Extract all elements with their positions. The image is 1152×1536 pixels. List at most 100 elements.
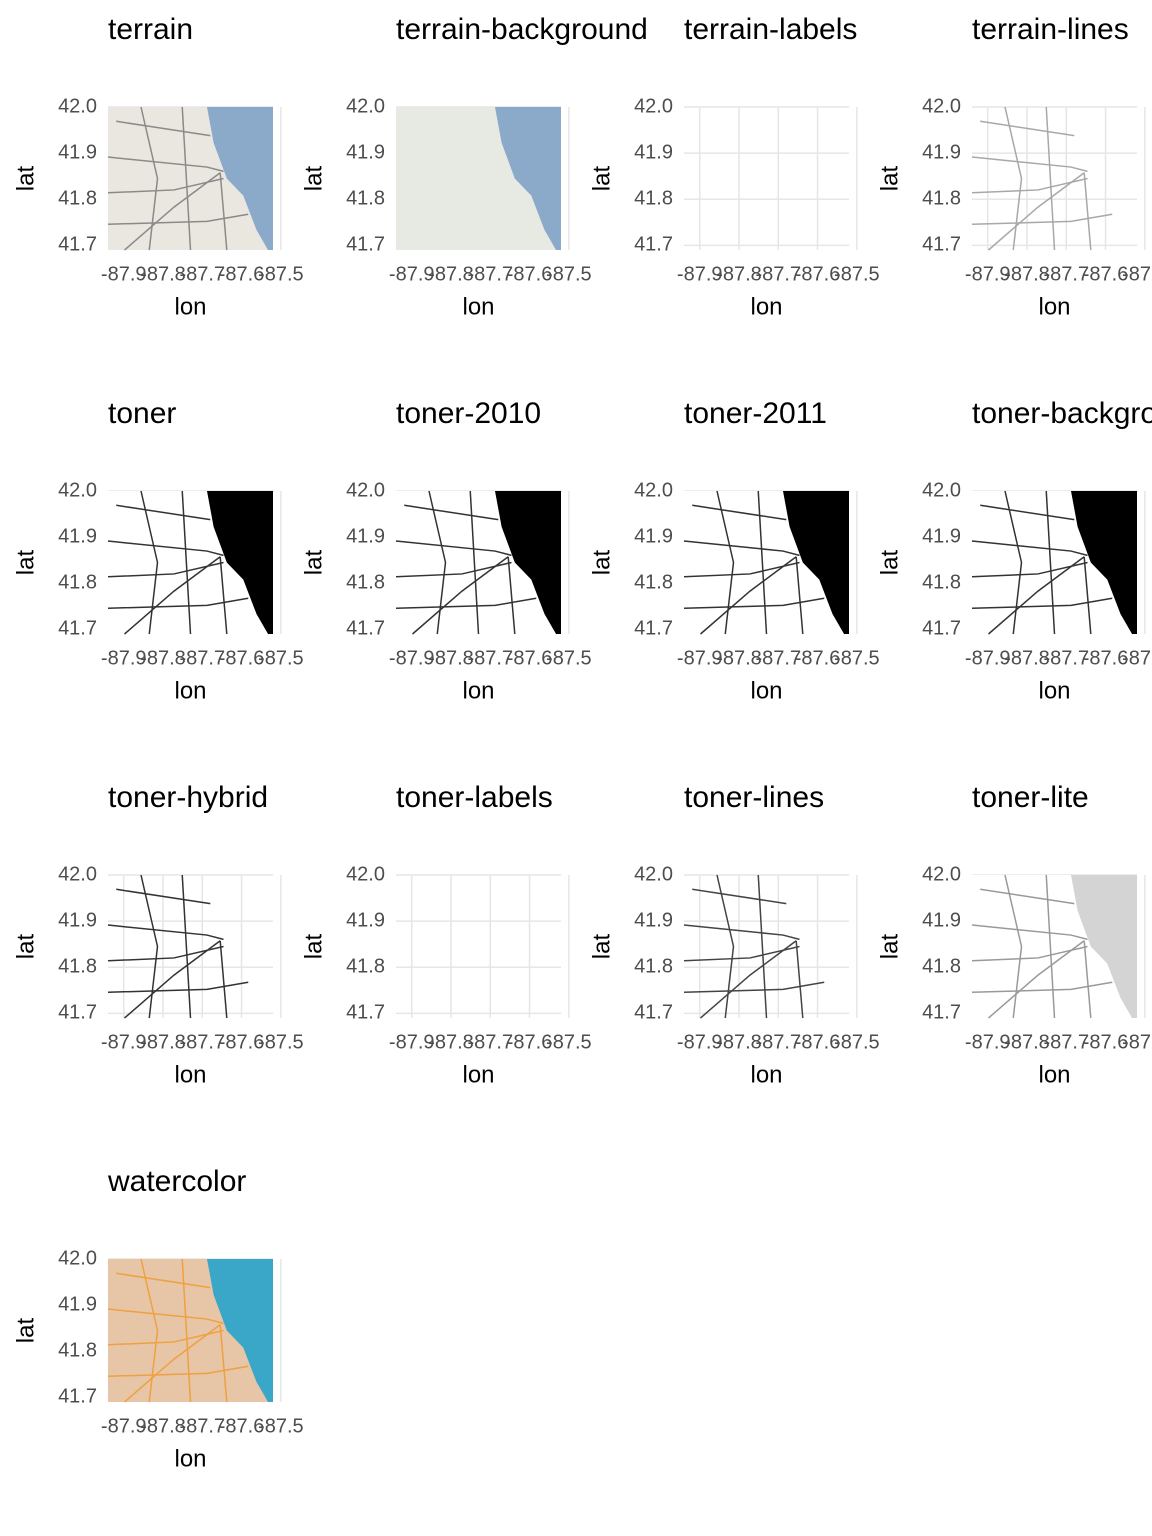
x-tick-label: -87.5 xyxy=(546,263,592,285)
map-road xyxy=(107,945,224,962)
x-axis-label: lon xyxy=(750,1061,782,1088)
x-tick-label: -87.8 xyxy=(140,263,186,285)
x-tick-label: -87.7 xyxy=(467,263,513,285)
x-tick-label: -87.7 xyxy=(179,263,225,285)
map-road xyxy=(124,940,221,1019)
map-road xyxy=(980,120,1075,137)
map-road xyxy=(181,874,192,1019)
y-tick-label: 41.7 xyxy=(346,618,385,640)
x-tick-label: -87.6 xyxy=(219,263,265,285)
x-tick-label: -87.7 xyxy=(179,647,225,669)
y-tick-label: 41.7 xyxy=(922,618,961,640)
map-road xyxy=(683,597,825,610)
map-road xyxy=(971,156,1088,173)
x-tick-label: -87.9 xyxy=(389,263,435,285)
x-tick-label: -87.5 xyxy=(258,1415,304,1437)
x-axis-label: lon xyxy=(750,293,782,320)
y-axis-label: lat xyxy=(12,550,39,576)
y-tick-label: 42.0 xyxy=(634,479,673,501)
x-tick-label: -87.8 xyxy=(140,1031,186,1053)
x-axis-label: lon xyxy=(174,293,206,320)
map-panel: toner-background42.041.941.841.7-87.9-87… xyxy=(876,397,1152,704)
x-tick-label: -87.9 xyxy=(389,1031,435,1053)
x-tick-label: -87.5 xyxy=(546,1031,592,1053)
y-tick-label: 42.0 xyxy=(346,863,385,885)
x-tick-label: -87.6 xyxy=(1083,263,1129,285)
panel-title: watercolor xyxy=(107,1165,246,1198)
map-road xyxy=(219,1324,228,1403)
y-tick-label: 41.8 xyxy=(346,572,385,594)
y-axis-label: lat xyxy=(876,934,903,960)
panel-title: toner-labels xyxy=(396,781,553,814)
map-road xyxy=(795,940,804,1019)
y-axis-label: lat xyxy=(588,934,615,960)
y-tick-label: 41.9 xyxy=(346,909,385,931)
y-tick-label: 41.9 xyxy=(634,141,673,163)
map-water xyxy=(1071,875,1137,1018)
x-tick-label: -87.8 xyxy=(140,1415,186,1437)
map-panel: terrain-background42.041.941.841.7-87.9-… xyxy=(300,13,647,320)
x-tick-label: -87.7 xyxy=(467,647,513,669)
y-tick-label: 41.7 xyxy=(634,618,673,640)
map-panel: terrain-lines42.041.941.841.7-87.9-87.8-… xyxy=(876,13,1152,320)
x-tick-label: -87.6 xyxy=(507,263,553,285)
y-axis-label: lat xyxy=(300,550,327,576)
map-water xyxy=(495,491,561,634)
y-tick-label: 41.9 xyxy=(922,141,961,163)
map-road xyxy=(971,981,1113,994)
panel-title: terrain-labels xyxy=(684,13,857,46)
x-axis-label: lon xyxy=(174,1061,206,1088)
x-tick-label: -87.9 xyxy=(389,647,435,669)
x-tick-label: -87.7 xyxy=(1043,647,1089,669)
y-tick-label: 41.8 xyxy=(58,956,97,978)
map-road xyxy=(107,981,249,994)
y-tick-label: 41.9 xyxy=(58,141,97,163)
x-tick-label: -87.8 xyxy=(140,647,186,669)
map-road xyxy=(971,177,1088,194)
map-road xyxy=(107,540,224,557)
y-axis-label: lat xyxy=(876,166,903,192)
map-road xyxy=(107,924,224,941)
map-water xyxy=(207,1259,273,1402)
x-tick-label: -87.7 xyxy=(179,1415,225,1437)
x-axis-label: lon xyxy=(1038,293,1070,320)
map-road xyxy=(395,540,512,557)
map-road xyxy=(107,213,249,226)
panel-title: terrain xyxy=(108,13,193,46)
map-road xyxy=(107,1365,249,1378)
map-road xyxy=(980,504,1075,521)
x-tick-label: -87.8 xyxy=(1004,1031,1050,1053)
map-water xyxy=(207,107,273,250)
x-tick-label: -87.9 xyxy=(965,1031,1011,1053)
x-tick-label: -87.5 xyxy=(258,1031,304,1053)
y-tick-label: 42.0 xyxy=(58,95,97,117)
y-tick-label: 41.7 xyxy=(922,234,961,256)
map-water xyxy=(207,491,273,634)
y-tick-label: 41.8 xyxy=(922,188,961,210)
map-road xyxy=(980,888,1075,905)
map-road xyxy=(412,556,509,635)
map-road xyxy=(124,172,221,251)
y-tick-label: 41.9 xyxy=(58,909,97,931)
x-axis-label: lon xyxy=(174,1445,206,1472)
map-road xyxy=(219,940,228,1019)
map-road xyxy=(116,120,211,137)
map-panel: toner-lines42.041.941.841.7-87.9-87.8-87… xyxy=(588,781,879,1088)
x-tick-label: -87.5 xyxy=(834,1031,880,1053)
map-panel: toner-201042.041.941.841.7-87.9-87.8-87.… xyxy=(300,397,591,704)
x-axis-label: lon xyxy=(462,293,494,320)
y-axis-label: lat xyxy=(588,166,615,192)
x-tick-label: -87.9 xyxy=(965,647,1011,669)
x-tick-label: -87.7 xyxy=(179,1031,225,1053)
x-tick-label: -87.9 xyxy=(101,1415,147,1437)
map-road xyxy=(700,556,797,635)
map-road xyxy=(971,597,1113,610)
x-tick-label: -87.6 xyxy=(219,1031,265,1053)
y-tick-label: 41.7 xyxy=(346,234,385,256)
x-tick-label: -87.6 xyxy=(795,647,841,669)
x-tick-label: -87.6 xyxy=(1083,1031,1129,1053)
y-tick-label: 41.8 xyxy=(58,188,97,210)
x-tick-label: -87.9 xyxy=(677,263,723,285)
map-panel: toner-hybrid42.041.941.841.7-87.9-87.8-8… xyxy=(12,781,303,1088)
map-road xyxy=(107,156,224,173)
